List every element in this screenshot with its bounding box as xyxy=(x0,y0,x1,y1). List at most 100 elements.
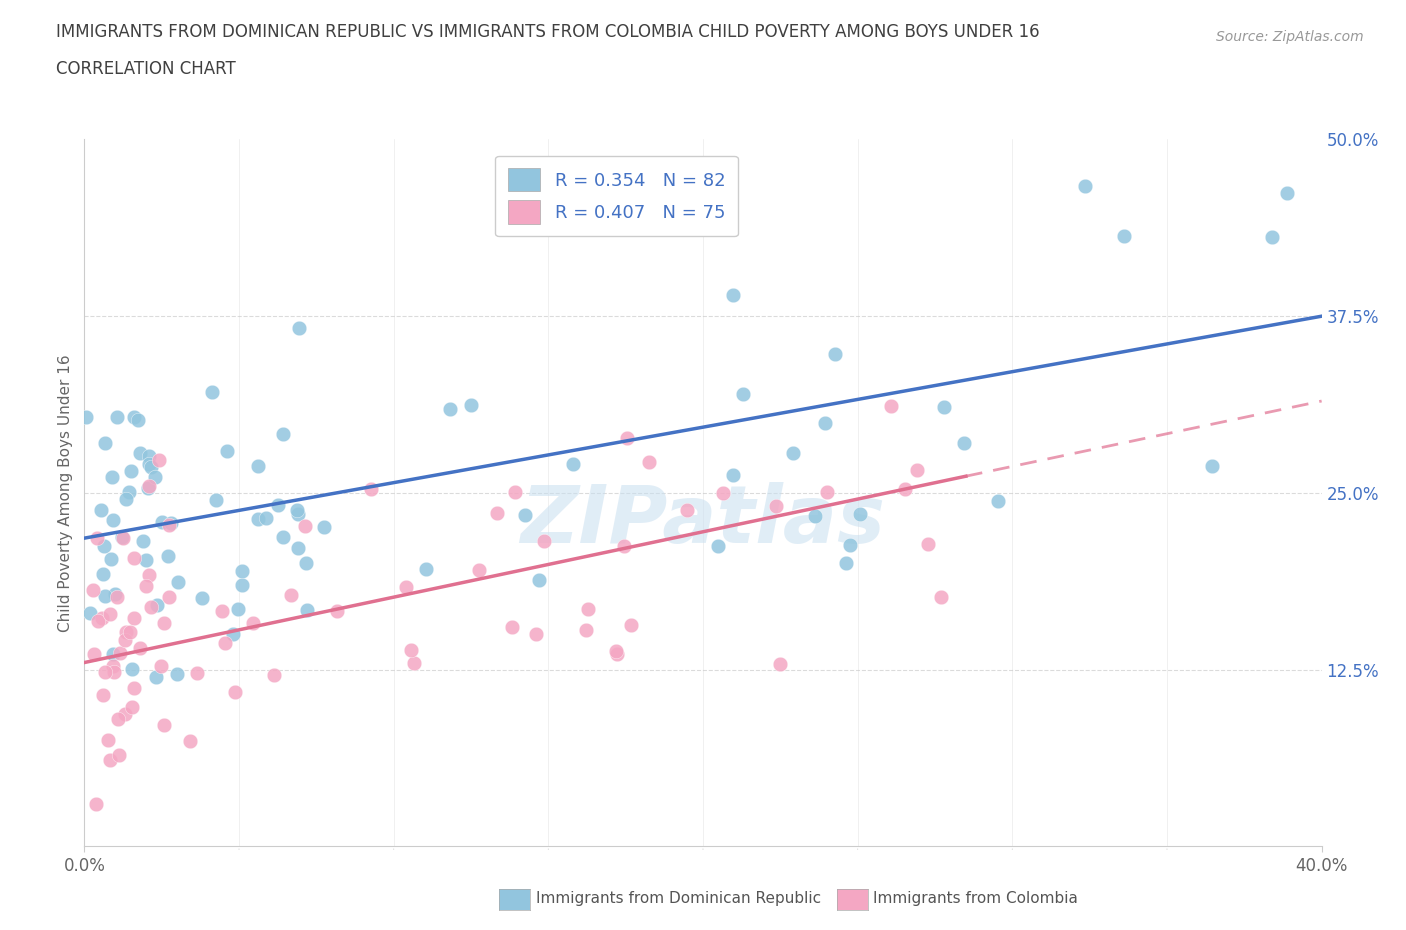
Point xyxy=(166,666,188,681)
Point xyxy=(815,485,838,499)
Point xyxy=(326,604,349,618)
Point xyxy=(267,498,290,512)
Point xyxy=(295,556,318,571)
Point xyxy=(231,564,253,578)
Point xyxy=(723,468,745,483)
Point xyxy=(731,387,754,402)
Point xyxy=(485,505,508,520)
Point xyxy=(138,449,160,464)
Point xyxy=(934,399,956,414)
Point xyxy=(94,665,117,680)
Point xyxy=(280,588,302,603)
Point xyxy=(721,288,744,303)
Point xyxy=(108,645,131,660)
Point xyxy=(439,402,461,417)
Point xyxy=(513,508,536,523)
Point xyxy=(214,636,236,651)
Point xyxy=(314,520,336,535)
Point xyxy=(782,446,804,461)
Point xyxy=(295,603,318,618)
Point xyxy=(153,615,176,630)
Point xyxy=(160,516,183,531)
Point xyxy=(111,530,134,545)
Point xyxy=(468,562,491,577)
Point xyxy=(104,587,127,602)
Point xyxy=(246,512,269,526)
Point xyxy=(247,458,270,473)
Point xyxy=(79,605,101,620)
Point xyxy=(503,485,526,500)
Point xyxy=(122,551,145,565)
Point xyxy=(711,485,734,500)
Point xyxy=(149,658,172,673)
Point xyxy=(100,551,122,566)
Text: CORRELATION CHART: CORRELATION CHART xyxy=(56,60,236,78)
Point xyxy=(128,641,150,656)
Point xyxy=(153,717,176,732)
Point xyxy=(98,607,121,622)
Point xyxy=(103,665,125,680)
Point xyxy=(222,626,245,641)
Text: Immigrants from Dominican Republic: Immigrants from Dominican Republic xyxy=(536,891,821,906)
Point xyxy=(804,509,827,524)
Point xyxy=(894,482,917,497)
Point xyxy=(527,573,550,588)
Point xyxy=(97,733,120,748)
Point xyxy=(616,162,638,177)
Point xyxy=(839,538,862,552)
Point xyxy=(1112,228,1135,243)
Point xyxy=(105,590,128,604)
Point xyxy=(402,656,425,671)
Point xyxy=(136,481,159,496)
Point xyxy=(135,552,157,567)
Point xyxy=(91,687,114,702)
Text: ZIPatlas: ZIPatlas xyxy=(520,482,886,560)
Point xyxy=(86,796,108,811)
Point xyxy=(107,711,129,726)
Point xyxy=(294,519,316,534)
Point xyxy=(139,600,162,615)
Point xyxy=(707,539,730,554)
Text: Immigrants from Colombia: Immigrants from Colombia xyxy=(873,891,1078,906)
Point xyxy=(121,699,143,714)
Point xyxy=(139,460,162,475)
Point xyxy=(83,646,105,661)
Point xyxy=(271,530,294,545)
Point xyxy=(186,666,208,681)
Point xyxy=(1275,186,1298,201)
Point xyxy=(561,457,583,472)
Point xyxy=(395,579,418,594)
Point xyxy=(605,644,627,658)
Point xyxy=(103,512,125,527)
Point xyxy=(167,575,190,590)
Point xyxy=(90,610,112,625)
Point xyxy=(118,485,141,499)
Point xyxy=(620,618,643,632)
Point xyxy=(120,464,142,479)
Point xyxy=(675,502,697,517)
Y-axis label: Child Poverty Among Boys Under 16: Child Poverty Among Boys Under 16 xyxy=(58,354,73,631)
Point xyxy=(145,670,167,684)
Point xyxy=(524,627,547,642)
Point xyxy=(94,588,117,603)
Point xyxy=(824,346,846,361)
Point xyxy=(101,647,124,662)
Point xyxy=(101,658,124,673)
Point xyxy=(108,748,131,763)
Point xyxy=(215,444,238,458)
Point xyxy=(90,502,112,517)
Point xyxy=(880,398,903,413)
Point xyxy=(135,578,157,593)
Text: IMMIGRANTS FROM DOMINICAN REPUBLIC VS IMMIGRANTS FROM COLOMBIA CHILD POVERTY AMO: IMMIGRANTS FROM DOMINICAN REPUBLIC VS IM… xyxy=(56,23,1040,41)
Point xyxy=(360,482,382,497)
Point xyxy=(987,494,1010,509)
Point xyxy=(224,684,246,699)
Point xyxy=(101,470,124,485)
Point xyxy=(211,604,233,618)
Point xyxy=(150,514,173,529)
Point xyxy=(132,534,155,549)
Point xyxy=(157,518,180,533)
Point xyxy=(75,409,97,424)
Point xyxy=(179,733,201,748)
Point xyxy=(576,601,599,616)
